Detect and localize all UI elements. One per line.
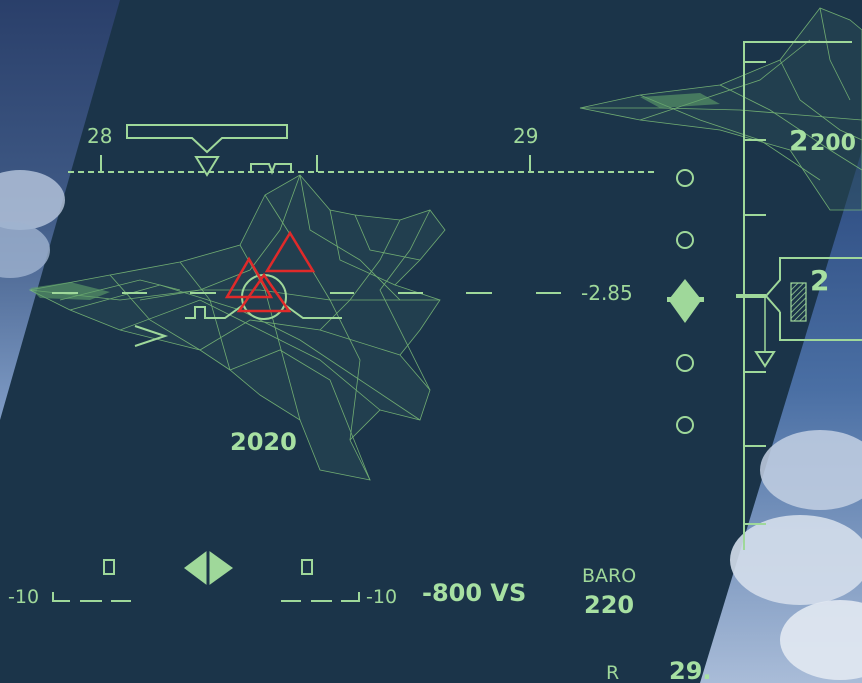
pressure-r-label: R [606, 662, 619, 683]
altitude-tape-reading-big: 2 [789, 124, 808, 157]
heading-bug-icon [126, 124, 288, 154]
glideslope-dot-icon [676, 416, 694, 434]
baro-label: BARO [582, 565, 636, 587]
speed-chevron-icon [134, 325, 169, 347]
glideslope-pointer-icon [667, 279, 704, 323]
glideslope-dot-icon [676, 354, 694, 372]
heading-tape [68, 124, 655, 177]
cloud-right [730, 430, 862, 680]
pressure-value: 29. [669, 657, 712, 683]
pitch-ladder-minus10 [52, 559, 360, 602]
pitch-value-label: -2.85 [581, 281, 633, 305]
glideslope-dot-icon [676, 231, 694, 249]
target-wing-panel [30, 282, 110, 300]
heading-label-right: 29 [513, 124, 538, 148]
target-aircraft-wireframe [28, 174, 446, 481]
distant-aircraft-wireframe [579, 7, 862, 211]
heading-caret-icon [194, 156, 220, 177]
target-lock-icon [224, 230, 316, 313]
altitude-tape [736, 41, 862, 550]
distant-wing-panel [640, 93, 720, 108]
altitude-tape-reading-small: 200 [810, 131, 856, 156]
glideslope-dot-icon [676, 169, 694, 187]
target-range-label: 2020 [230, 428, 297, 456]
flight-director-cue-icon [250, 163, 292, 175]
altitude-readout-box [765, 257, 862, 297]
heading-label-left: 28 [87, 124, 112, 148]
baro-value: 220 [584, 591, 634, 619]
altitude-box-reading: 2 [810, 264, 829, 297]
pitch-lower-left-label: -10 [8, 586, 39, 608]
altitude-trend-hatch-icon [790, 282, 807, 322]
vertical-speed-label: -800 VS [422, 579, 526, 607]
cloud-left [0, 170, 65, 278]
pitch-lower-right-label: -10 [366, 586, 397, 608]
glideslope-scale [676, 169, 694, 434]
